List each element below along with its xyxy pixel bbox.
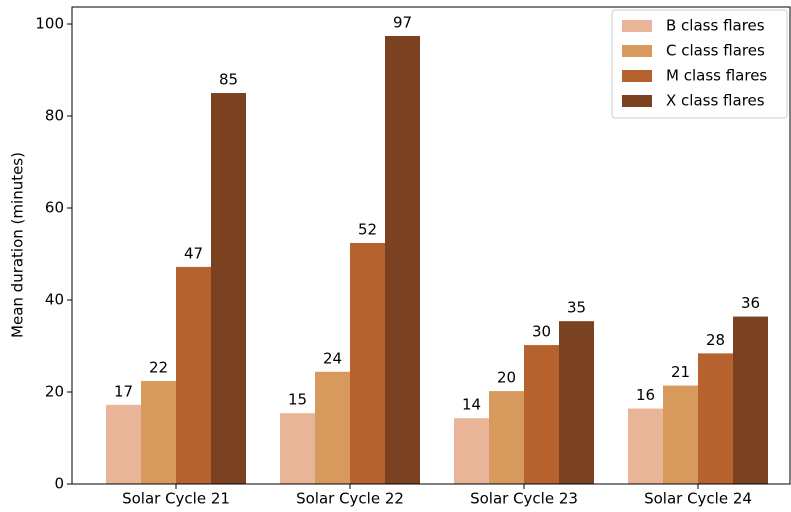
bar [385,35,420,484]
value-label: 47 [184,244,203,262]
bar [280,413,315,484]
legend-label: M class flares [666,67,767,85]
value-label: 14 [462,396,481,414]
y-tick-label: 20 [45,383,64,401]
value-label: 15 [288,391,307,409]
value-label: 36 [741,294,760,312]
value-label: 97 [393,13,412,31]
value-label: 35 [567,299,586,317]
legend-swatch [622,70,652,82]
value-label: 20 [497,369,516,387]
y-tick-label: 80 [45,107,64,125]
bar [211,93,246,485]
legend-label: C class flares [666,42,765,60]
bar [628,408,663,484]
y-tick-label: 100 [35,15,64,33]
y-tick-label: 40 [45,291,64,309]
bar [663,385,698,484]
bar [106,404,141,484]
legend-label: B class flares [666,17,765,35]
y-tick-label: 60 [45,199,64,217]
bar [559,321,594,484]
value-label: 16 [636,386,655,404]
y-tick-label: 0 [54,475,64,493]
value-label: 85 [219,71,238,89]
bar [698,353,733,484]
value-label: 52 [358,220,377,238]
bar [524,345,559,484]
bar [176,266,211,484]
value-label: 24 [323,349,342,367]
value-label: 28 [706,331,725,349]
x-tick-label: Solar Cycle 21 [122,490,230,508]
bar [315,371,350,484]
bar [350,242,385,484]
legend-box [611,9,788,119]
plot-frame [71,6,791,485]
value-label: 17 [114,382,133,400]
x-tick-label: Solar Cycle 23 [470,490,578,508]
value-label: 30 [532,323,551,341]
legend-swatch [622,45,652,57]
x-tick-label: Solar Cycle 24 [644,490,752,508]
legend-swatch [622,95,652,107]
bar [454,418,489,484]
x-tick-label: Solar Cycle 22 [296,490,404,508]
value-label: 21 [671,363,690,381]
y-axis-label: Mean duration (minutes) [9,152,27,338]
bar [733,316,768,484]
legend-swatch [622,20,652,32]
bar [141,380,176,484]
legend-label: X class flares [666,92,765,110]
bar [489,391,524,484]
value-label: 22 [149,358,168,376]
